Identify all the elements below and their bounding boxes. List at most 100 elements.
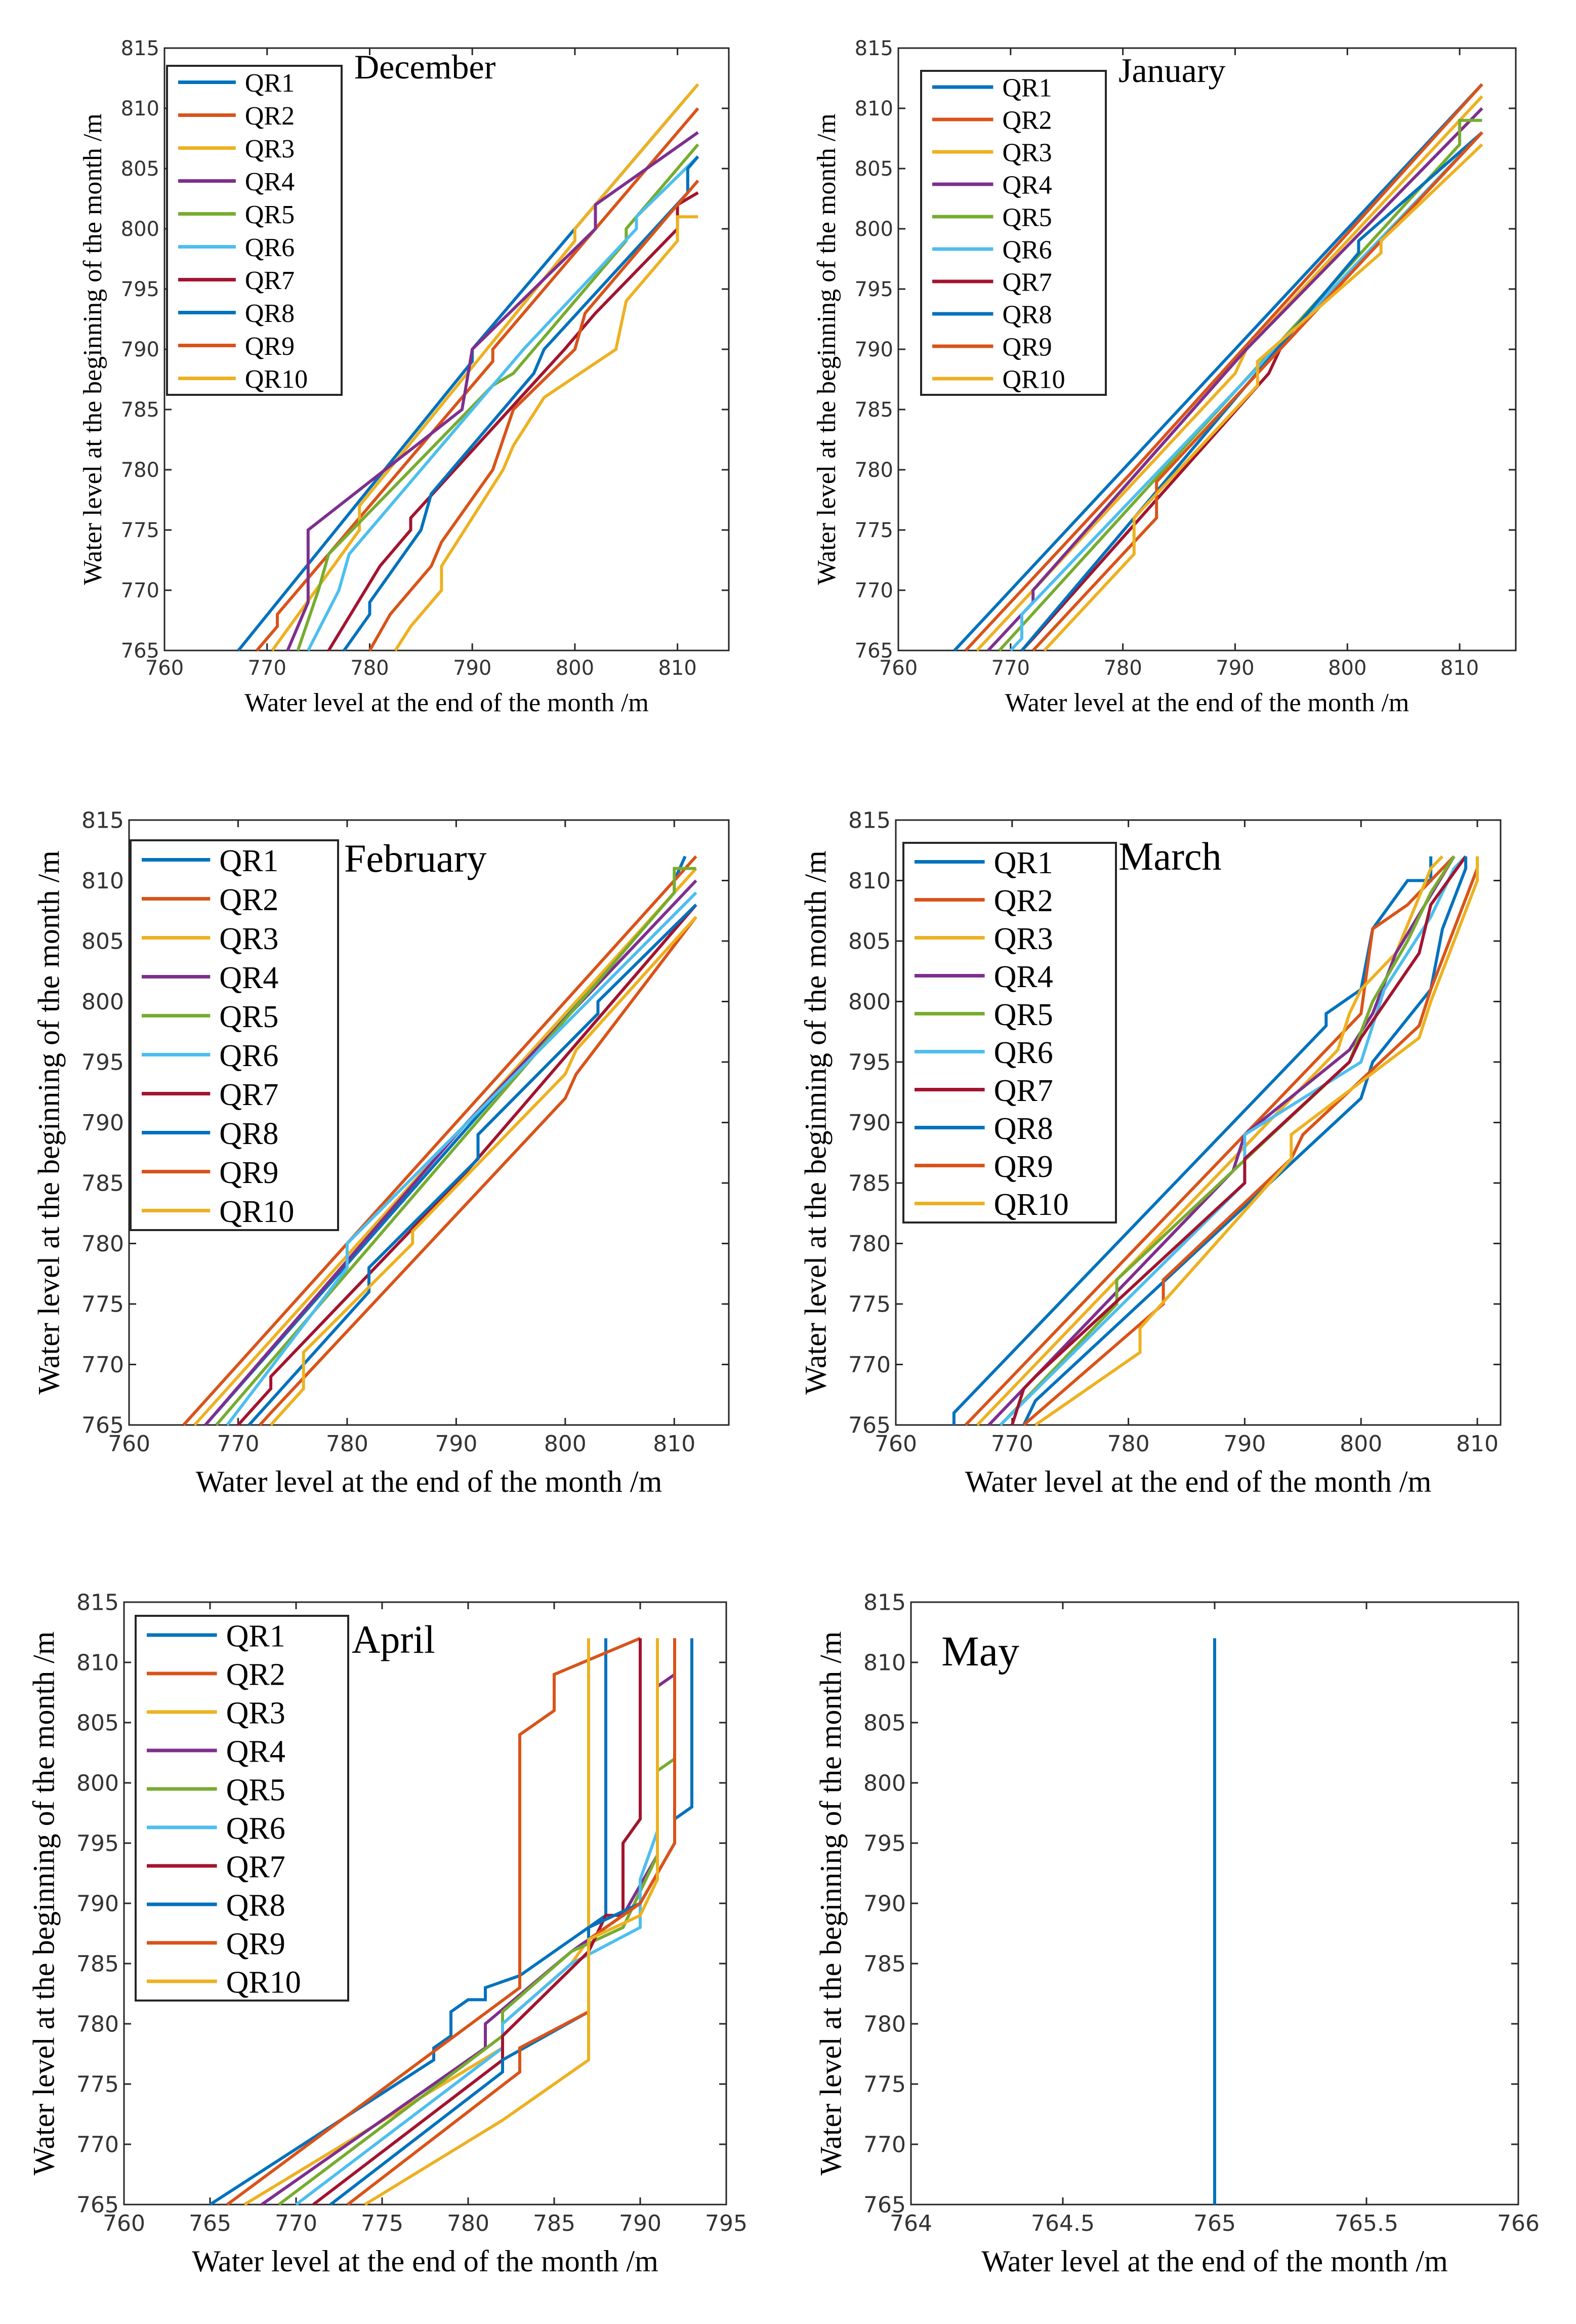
panel-february-y-tick-label: 805 <box>81 928 124 954</box>
panel-january-x-tick-label: 810 <box>1440 657 1479 680</box>
panel-march-x-tick-label: 800 <box>1340 1431 1382 1457</box>
panel-april-series-qr2 <box>226 1637 641 2206</box>
panel-december-legend-label: QR6 <box>245 233 295 262</box>
panel-february-y-tick-label: 795 <box>81 1049 124 1075</box>
panel-april-series-qr8 <box>329 1638 693 2206</box>
panel-march-legend-label: QR7 <box>994 1074 1053 1108</box>
panel-march-series-qr7 <box>1010 855 1467 1425</box>
panel-may-x-tick-label: 764.5 <box>1031 2211 1095 2236</box>
panel-march-legend-label: QR5 <box>994 998 1053 1032</box>
panel-january-x-axis-label: Water level at the end of the month /m <box>1005 688 1409 717</box>
panel-may-x-tick-label: 765 <box>1193 2211 1236 2236</box>
panel-march-series-qr2 <box>964 855 1456 1426</box>
panel-april-legend-label: QR4 <box>226 1734 285 1769</box>
panel-february-legend-label: QR5 <box>219 1000 278 1034</box>
panel-december-y-tick-label: 810 <box>121 97 159 120</box>
panel-december-x-tick-label: 760 <box>145 657 184 680</box>
panel-january-y-tick-label: 785 <box>855 398 893 422</box>
panel-december-legend-label: QR8 <box>245 299 295 328</box>
panel-april-legend-label: QR10 <box>226 1965 301 2000</box>
panel-may-y-tick-label: 815 <box>863 1589 906 1615</box>
panel-december-legend-label: QR4 <box>245 168 295 196</box>
panel-january-y-tick-label: 765 <box>855 639 893 663</box>
panel-march-series-qr8 <box>1022 856 1468 1426</box>
panel-december-y-tick-label: 815 <box>121 37 159 60</box>
panel-march-y-tick-label: 765 <box>848 1412 891 1438</box>
panel-march-y-tick-label: 775 <box>848 1291 891 1317</box>
panel-december-legend-label: QR7 <box>245 266 295 295</box>
panel-march-legend-label: QR8 <box>994 1112 1053 1146</box>
panel-april-legend-label: QR7 <box>226 1850 285 1884</box>
panel-march-legend-label: QR2 <box>994 884 1053 918</box>
panel-february-series-qr6 <box>226 891 697 1426</box>
panel-january-legend-label: QR8 <box>1002 301 1052 330</box>
panel-december-y-tick-label: 800 <box>121 218 159 241</box>
panel-december-series-qr5 <box>296 143 699 651</box>
panel-january-series-qr2 <box>964 83 1483 652</box>
panel-february-x-axis-label: Water level at the end of the month /m <box>196 1465 662 1498</box>
panel-march-x-axis-label: Water level at the end of the month /m <box>965 1465 1432 1498</box>
panel-april-x-tick-label: 760 <box>103 2211 145 2236</box>
panel-march-y-tick-label: 800 <box>848 989 891 1015</box>
panel-april-legend-label: QR5 <box>226 1773 285 1807</box>
panel-april-y-tick-label: 795 <box>76 1830 119 1856</box>
panel-march-x-tick-label: 760 <box>875 1431 917 1457</box>
panel-april-y-tick-label: 805 <box>76 1710 119 1736</box>
panel-april-legend-label: QR8 <box>226 1888 285 1923</box>
panel-january-legend-label: QR1 <box>1002 74 1052 103</box>
panel-april-y-tick-label: 770 <box>76 2132 119 2157</box>
panel-january-y-tick-label: 810 <box>855 97 893 120</box>
panel-january-series-qr4 <box>987 107 1483 652</box>
panel-january-series-qr6 <box>1009 131 1483 652</box>
panel-may-y-tick-label: 770 <box>863 2132 906 2157</box>
panel-february-x-tick-label: 790 <box>435 1431 477 1457</box>
panel-december-y-tick-label: 795 <box>121 278 159 301</box>
panel-december-x-tick-label: 800 <box>556 657 594 680</box>
panel-may-y-tick-label: 775 <box>863 2071 906 2097</box>
panel-march-y-tick-label: 790 <box>848 1110 891 1136</box>
panel-december-series-qr10 <box>394 215 698 651</box>
panel-february-series-qr5 <box>215 867 696 1426</box>
panel-february-y-tick-label: 790 <box>81 1110 124 1136</box>
panel-april-legend-label: QR3 <box>226 1696 285 1730</box>
panel-may-y-tick-label: 780 <box>863 2011 906 2037</box>
panel-april-x-tick-label: 795 <box>705 2211 748 2236</box>
panel-december-series-qr4 <box>286 131 699 651</box>
panel-january-series-qr3 <box>976 95 1483 652</box>
panel-may-y-tick-label: 795 <box>863 1830 906 1856</box>
panel-january-legend-label: QR7 <box>1002 268 1052 297</box>
panel-february-legend-label: QR3 <box>219 922 278 956</box>
panel-february-y-tick-label: 765 <box>81 1412 124 1438</box>
panel-february-y-axis-label: Water level at the beginning of the mont… <box>32 850 66 1395</box>
panel-january-legend <box>920 70 1107 396</box>
panel-january-series-qr1 <box>953 83 1483 652</box>
panel-may-y-tick-label: 765 <box>863 2192 906 2218</box>
panel-march-y-tick-label: 785 <box>848 1170 891 1196</box>
panel-january-legend-label: QR10 <box>1002 365 1065 394</box>
panel-march-x-tick-label: 780 <box>1107 1431 1150 1457</box>
panel-december-y-tick-label: 765 <box>121 639 159 663</box>
panel-april-x-tick-label: 790 <box>619 2211 661 2236</box>
panel-january-series-qr10 <box>1043 143 1483 652</box>
panel-february-legend-label: QR9 <box>219 1156 278 1190</box>
panel-april-x-tick-label: 780 <box>447 2211 489 2236</box>
panel-february-x-tick-label: 780 <box>326 1431 368 1457</box>
panel-february-y-tick-label: 810 <box>81 868 124 894</box>
panel-december-x-tick-label: 770 <box>248 657 286 680</box>
panel-april-x-axis-label: Water level at the end of the month /m <box>192 2245 658 2278</box>
panel-april-y-tick-label: 810 <box>76 1650 119 1676</box>
panel-february-legend-label: QR10 <box>219 1195 294 1229</box>
panel-january-legend-label: QR6 <box>1002 236 1052 265</box>
panel-march-legend <box>902 842 1117 1224</box>
panel-march-x-tick-label: 790 <box>1223 1431 1266 1457</box>
panel-january-x-tick-label: 780 <box>1103 657 1142 680</box>
panel-december-series-qr9 <box>368 179 699 651</box>
panel-may-y-tick-label: 790 <box>863 1891 906 1917</box>
panel-may-x-axis-label: Water level at the end of the month /m <box>981 2245 1448 2278</box>
panel-march-y-tick-label: 795 <box>848 1049 891 1075</box>
panel-december-x-axis-label: Water level at the end of the month /m <box>244 688 649 717</box>
panel-december-title: December <box>354 48 496 86</box>
panel-april-x-tick-label: 770 <box>275 2211 317 2236</box>
panel-may-x-tick-label: 766 <box>1497 2211 1540 2236</box>
